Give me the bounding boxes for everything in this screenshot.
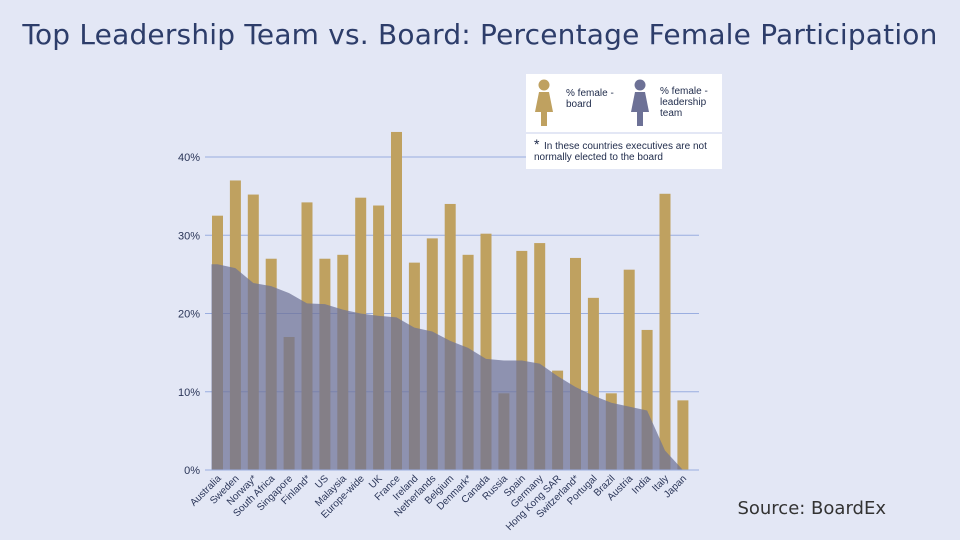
legend-label-leadership: % female - leadership team bbox=[660, 86, 708, 119]
y-tick-label: 40% bbox=[178, 152, 200, 164]
leadership-area bbox=[211, 264, 683, 470]
y-tick-label: 10% bbox=[178, 387, 200, 399]
bar bbox=[587, 297, 599, 470]
legend: % female - board % female - leadership t… bbox=[526, 74, 722, 132]
bar bbox=[570, 257, 581, 470]
female-board-icon bbox=[535, 79, 553, 126]
y-tick-label: 0% bbox=[184, 465, 200, 477]
female-leadership-icon bbox=[631, 79, 649, 126]
source-label: Source: BoardEx bbox=[737, 498, 886, 519]
note-asterisk: * bbox=[534, 136, 540, 152]
legend-label-board: % female - board bbox=[566, 88, 614, 110]
bar bbox=[391, 131, 402, 470]
y-tick-label: 20% bbox=[178, 309, 200, 321]
bar bbox=[659, 193, 671, 470]
bar bbox=[677, 400, 689, 470]
bar bbox=[480, 233, 492, 470]
area-layer bbox=[211, 264, 683, 470]
x-tick-label: India bbox=[630, 473, 653, 496]
bar bbox=[444, 203, 456, 470]
y-tick-label: 30% bbox=[178, 230, 200, 242]
chart-title: Top Leadership Team vs. Board: Percentag… bbox=[22, 18, 938, 51]
legend-note: * In these countries executives are not … bbox=[526, 134, 722, 169]
bar bbox=[641, 329, 653, 470]
note-text: In these countries executives are not no… bbox=[534, 141, 707, 163]
bar bbox=[623, 269, 635, 470]
bar bbox=[534, 243, 546, 470]
